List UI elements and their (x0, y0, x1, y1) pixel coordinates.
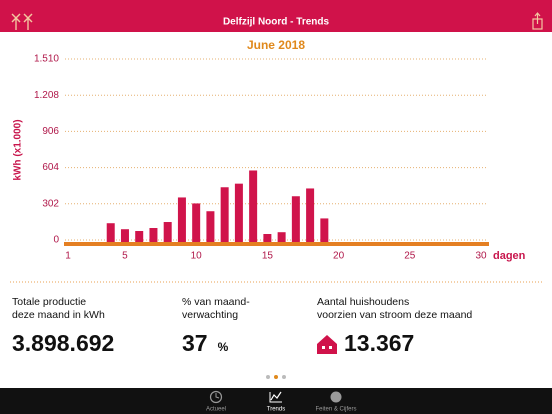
header-title: Delfzijl Noord - Trends (223, 17, 330, 28)
tab-label[interactable]: Actueel (206, 407, 226, 413)
bar (206, 211, 215, 242)
tab-icon[interactable] (269, 392, 282, 403)
share-icon[interactable] (532, 12, 543, 30)
tab-label[interactable]: Trends (267, 407, 285, 413)
y-tick-label: 1.510 (34, 54, 59, 65)
bar (163, 222, 172, 242)
x-tick-label: 5 (122, 251, 128, 262)
tab-icon[interactable] (330, 391, 342, 403)
y-tick-label: 302 (42, 198, 59, 209)
stat-label: voorzien van stroom deze maand (317, 309, 472, 321)
bar (249, 170, 258, 242)
page-dot (266, 375, 270, 379)
stat-unit: % (218, 340, 229, 354)
tab-icon[interactable] (209, 390, 223, 404)
stat-label: verwachting (182, 309, 238, 321)
stat-label: deze maand in kWh (12, 309, 105, 321)
bar (220, 187, 229, 242)
x-tick-label: 10 (191, 251, 203, 262)
stat-label: Totale productie (12, 296, 86, 308)
stat-label: % van maand- (182, 296, 250, 308)
page-dot (282, 375, 286, 379)
stat-value: 13.367 (344, 330, 414, 356)
bar (120, 229, 129, 242)
bar (306, 188, 315, 242)
bar (291, 196, 300, 242)
tab-label[interactable]: Feiten & Cijfers (315, 407, 356, 413)
bar (177, 197, 186, 242)
tab-icon[interactable] (215, 393, 220, 399)
tab-bar (0, 388, 552, 414)
bar (149, 228, 158, 242)
y-tick-label: 1.208 (34, 90, 59, 101)
x-tick-label: 1 (65, 251, 71, 262)
house-icon (317, 335, 337, 354)
bar (263, 234, 272, 242)
bar (192, 203, 201, 242)
y-tick-label: 906 (42, 126, 59, 137)
y-axis-label: kWh (x1.000) (13, 119, 24, 180)
y-tick-label: 0 (53, 235, 59, 246)
bar (135, 231, 144, 242)
bar (277, 232, 286, 242)
bar (320, 218, 329, 242)
x-axis-label: dagen (493, 250, 526, 262)
bar (234, 183, 243, 242)
tab-icon[interactable] (270, 391, 282, 401)
y-tick-label: 604 (42, 162, 59, 173)
stat-value: 3.898.692 (12, 330, 114, 356)
stat-value: 37 (182, 330, 208, 356)
house-window (322, 346, 325, 349)
logo-icon[interactable] (11, 13, 33, 30)
page-dot (274, 375, 278, 379)
x-tick-label: 30 (475, 251, 487, 262)
house-window (329, 346, 332, 349)
x-tick-label: 20 (333, 251, 345, 262)
x-tick-label: 15 (262, 251, 274, 262)
x-tick-label: 25 (404, 251, 416, 262)
stat-label: Aantal huishoudens (317, 296, 409, 308)
bar (106, 223, 115, 242)
header-bar (0, 0, 552, 32)
chart-title: June 2018 (247, 38, 305, 52)
